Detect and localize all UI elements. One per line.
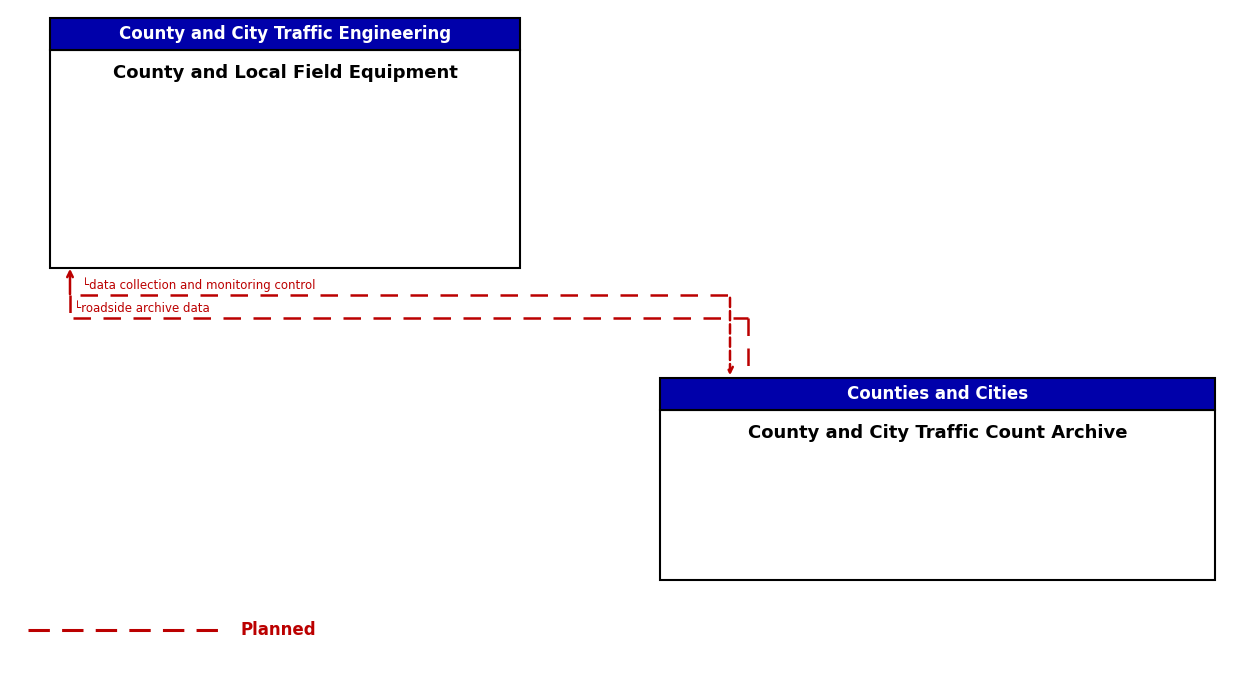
Bar xyxy=(50,18,520,50)
Bar xyxy=(660,378,1214,410)
Text: County and City Traffic Count Archive: County and City Traffic Count Archive xyxy=(747,424,1127,442)
Text: County and Local Field Equipment: County and Local Field Equipment xyxy=(113,64,457,82)
Text: Counties and Cities: Counties and Cities xyxy=(846,385,1028,403)
Bar xyxy=(660,410,1214,580)
Text: Planned: Planned xyxy=(240,621,316,639)
Text: └data collection and monitoring control: └data collection and monitoring control xyxy=(81,277,316,292)
Bar xyxy=(50,50,520,268)
Text: └roadside archive data: └roadside archive data xyxy=(74,302,210,315)
Text: County and City Traffic Engineering: County and City Traffic Engineering xyxy=(119,25,451,43)
